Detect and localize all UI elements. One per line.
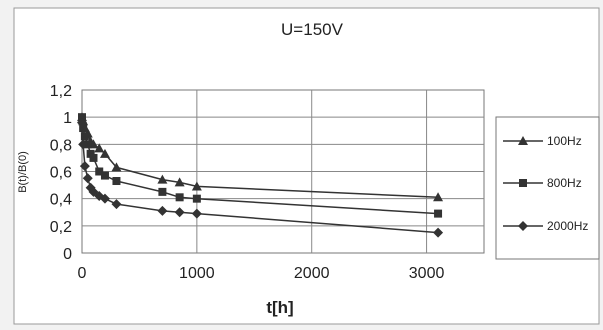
legend-label: 2000Hz — [547, 219, 588, 233]
legend-label: 100Hz — [547, 134, 582, 148]
square-marker — [519, 179, 527, 187]
legend-label: 800Hz — [547, 176, 582, 190]
diamond-marker — [174, 207, 185, 218]
square-marker — [86, 149, 95, 158]
diamond-marker — [191, 208, 202, 219]
x-axis-label: t[h] — [266, 298, 293, 317]
square-marker — [434, 209, 443, 218]
square-marker — [100, 171, 109, 180]
triangle-marker — [518, 136, 528, 145]
chart-title: U=150V — [281, 20, 344, 39]
triangle-marker — [99, 148, 110, 158]
diamond-marker — [99, 193, 110, 204]
triangle-marker — [174, 177, 185, 187]
x-tick-label: 2000 — [294, 265, 330, 282]
y-tick-label: 0,2 — [50, 219, 72, 236]
diamond-marker — [157, 205, 168, 216]
square-marker — [78, 113, 86, 122]
triangle-marker — [157, 174, 168, 184]
grid-lines — [82, 90, 484, 253]
square-marker — [158, 187, 167, 196]
y-tick-label: 0,8 — [50, 137, 72, 154]
x-tick-label: 1000 — [179, 265, 215, 282]
square-marker — [89, 153, 98, 162]
y-tick-label: 0,4 — [50, 192, 72, 209]
x-tick-label: 0 — [78, 265, 87, 282]
square-marker — [112, 177, 121, 186]
x-tick-label: 3000 — [409, 265, 445, 282]
triangle-marker — [191, 181, 202, 191]
diamond-marker — [78, 139, 89, 150]
y-tick-label: 1 — [63, 110, 72, 127]
square-marker — [175, 193, 184, 202]
square-marker — [80, 132, 89, 141]
triangle-marker — [111, 162, 122, 172]
legend: 100Hz 800Hz 2000Hz — [503, 134, 588, 233]
triangle-marker — [94, 143, 105, 153]
series-800hz — [78, 113, 443, 218]
diamond-marker — [77, 117, 87, 128]
square-marker — [192, 194, 201, 203]
series-group — [77, 112, 444, 238]
diamond-marker — [518, 221, 528, 231]
diamond-marker — [82, 173, 93, 184]
diamond-marker — [433, 227, 444, 238]
y-tick-labels: 0 0,2 0,4 0,6 0,8 1 1,2 — [50, 83, 72, 263]
triangle-marker — [433, 192, 444, 202]
square-marker — [79, 124, 88, 133]
y-tick-label: 0 — [63, 246, 72, 263]
square-marker — [95, 167, 104, 176]
y-axis-label: B(t)/B(0) — [17, 151, 29, 193]
x-tick-labels: 0 1000 2000 3000 — [78, 265, 445, 282]
y-tick-label: 1,2 — [50, 83, 72, 100]
y-tick-label: 0,6 — [50, 165, 72, 182]
series-2000hz — [77, 117, 444, 238]
diamond-marker — [79, 161, 90, 172]
diamond-marker — [111, 199, 122, 210]
